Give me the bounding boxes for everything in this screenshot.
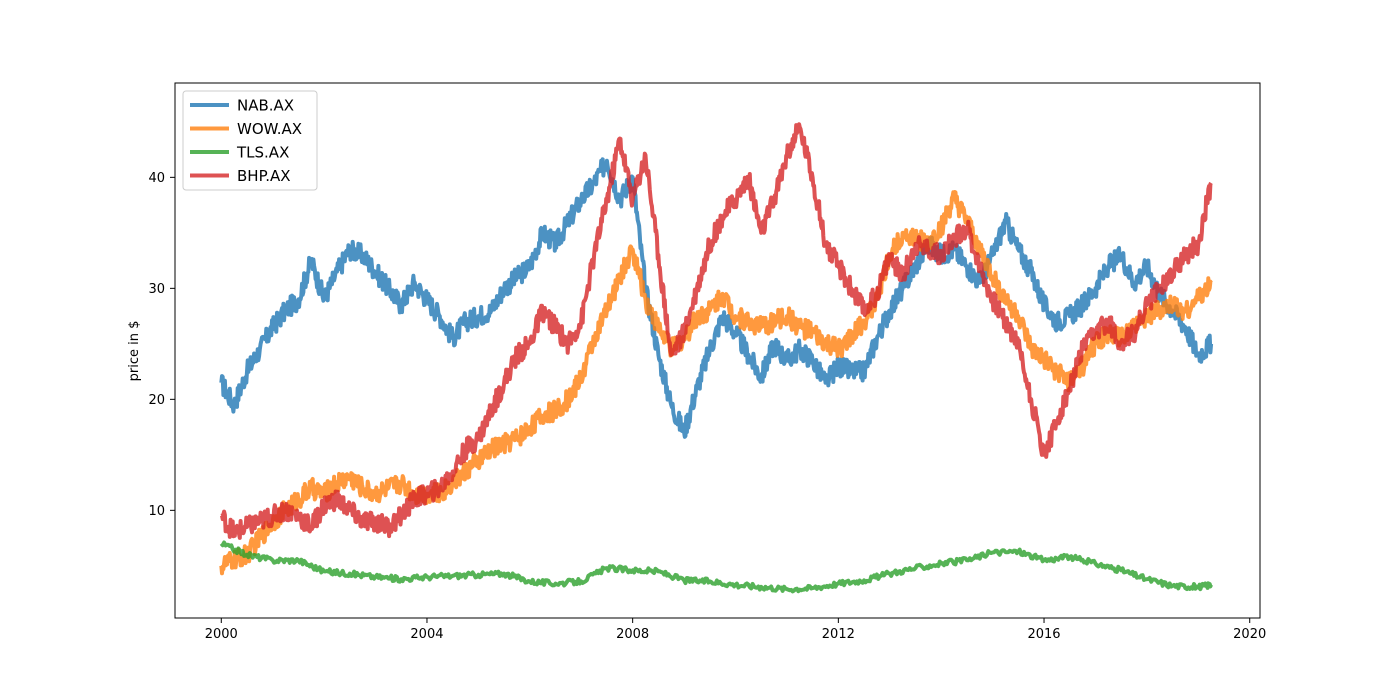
series-line-nab-ax: [219, 157, 1214, 439]
x-tick-label: 2000: [205, 627, 238, 642]
legend-label: WOW.AX: [237, 120, 302, 138]
axes: 2000 2004 2008 2012 2016 2020 10 20 30 40: [148, 171, 1266, 642]
legend-box: [182, 90, 318, 191]
x-tick-label: 2012: [822, 627, 855, 642]
legend-label: TLS.AX: [236, 144, 289, 162]
legend-label: BHP.AX: [237, 167, 291, 185]
x-tick-label: 2020: [1233, 627, 1266, 642]
y-tick-label: 30: [148, 282, 165, 297]
y-tick-label: 10: [148, 504, 165, 519]
legend: NAB.AX WOW.AX TLS.AX BHP.AX: [182, 90, 318, 191]
y-tick-label: 20: [148, 393, 165, 408]
x-tick-label: 2008: [616, 627, 649, 642]
x-tick-label: 2004: [410, 627, 443, 642]
legend-label: NAB.AX: [237, 97, 294, 115]
plot-area: [219, 122, 1214, 594]
x-tick-label: 2016: [1027, 627, 1060, 642]
y-tick-label: 40: [148, 171, 165, 186]
series-line-wow-ax: [219, 190, 1213, 576]
y-axis-label: price in $: [127, 321, 142, 382]
series-line-bhp-ax: [220, 122, 1213, 540]
plot-frame: [174, 82, 1261, 619]
series-line-tls-ax: [219, 540, 1213, 594]
